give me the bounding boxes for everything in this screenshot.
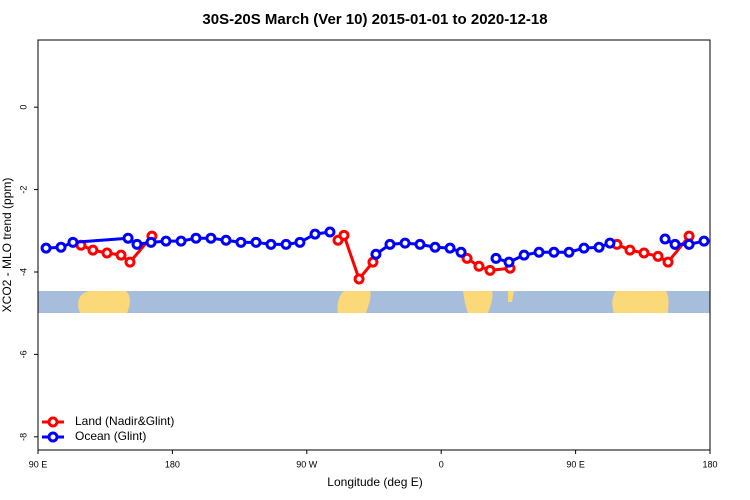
- y-axis-label: XCO2 - MLO trend (ppm): [0, 178, 14, 313]
- point: [399, 237, 411, 249]
- point: [669, 238, 681, 250]
- point: [638, 247, 650, 259]
- point: [55, 241, 67, 253]
- y-tick-label: -4: [18, 268, 28, 276]
- point: [444, 242, 456, 254]
- plot-frame: [37, 39, 711, 451]
- point: [604, 237, 616, 249]
- point: [429, 241, 441, 253]
- y-tick-label: -8: [18, 433, 28, 441]
- point: [101, 247, 113, 259]
- map-strip: [38, 291, 710, 313]
- x-tick-label: 90 E: [29, 459, 48, 469]
- point: [190, 232, 202, 244]
- y-tick-label: -2: [18, 186, 28, 194]
- point: [593, 241, 605, 253]
- point: [122, 232, 134, 244]
- y-tick-label: -6: [18, 350, 28, 358]
- point: [175, 235, 187, 247]
- point: [370, 248, 382, 260]
- point: [324, 226, 336, 238]
- x-tick-label: 180: [165, 459, 180, 469]
- legend-marker: [47, 416, 59, 428]
- point: [250, 236, 262, 248]
- point: [490, 252, 502, 264]
- chart-title: 30S-20S March (Ver 10) 2015-01-01 to 202…: [202, 11, 547, 28]
- point: [414, 238, 426, 250]
- point: [40, 242, 52, 254]
- legend-label: Land (Nadir&Glint): [75, 414, 174, 428]
- point: [455, 246, 467, 258]
- point: [235, 236, 247, 248]
- point: [533, 246, 545, 258]
- point: [652, 250, 664, 262]
- point: [662, 256, 674, 268]
- point: [131, 238, 143, 250]
- point: [548, 246, 560, 258]
- point: [280, 238, 292, 250]
- point: [624, 244, 636, 256]
- y-tick-label: 0: [18, 105, 28, 110]
- x-tick-label: 90 W: [296, 459, 318, 469]
- point: [473, 260, 485, 272]
- point: [563, 246, 575, 258]
- point: [683, 238, 695, 250]
- point: [124, 256, 136, 268]
- point: [384, 238, 396, 250]
- x-tick-label: 180: [702, 459, 717, 469]
- point: [265, 238, 277, 250]
- point: [461, 252, 473, 264]
- x-tick-label: 0: [439, 459, 444, 469]
- point: [145, 236, 157, 248]
- x-axis-label: Longitude (deg E): [327, 475, 422, 489]
- x-tick-label: 90 E: [566, 459, 585, 469]
- point: [205, 232, 217, 244]
- point: [87, 244, 99, 256]
- point: [503, 256, 515, 268]
- point: [338, 229, 350, 241]
- point: [309, 228, 321, 240]
- point: [294, 236, 306, 248]
- point: [115, 249, 127, 261]
- point: [484, 264, 496, 276]
- point: [353, 273, 365, 285]
- point: [160, 235, 172, 247]
- point: [578, 242, 590, 254]
- series-line: [80, 232, 691, 283]
- legend-marker: [47, 431, 59, 443]
- point: [518, 249, 530, 261]
- legend-label: Ocean (Glint): [75, 429, 146, 443]
- point: [67, 236, 79, 248]
- point: [220, 234, 232, 246]
- point: [698, 235, 710, 247]
- point: [659, 233, 671, 245]
